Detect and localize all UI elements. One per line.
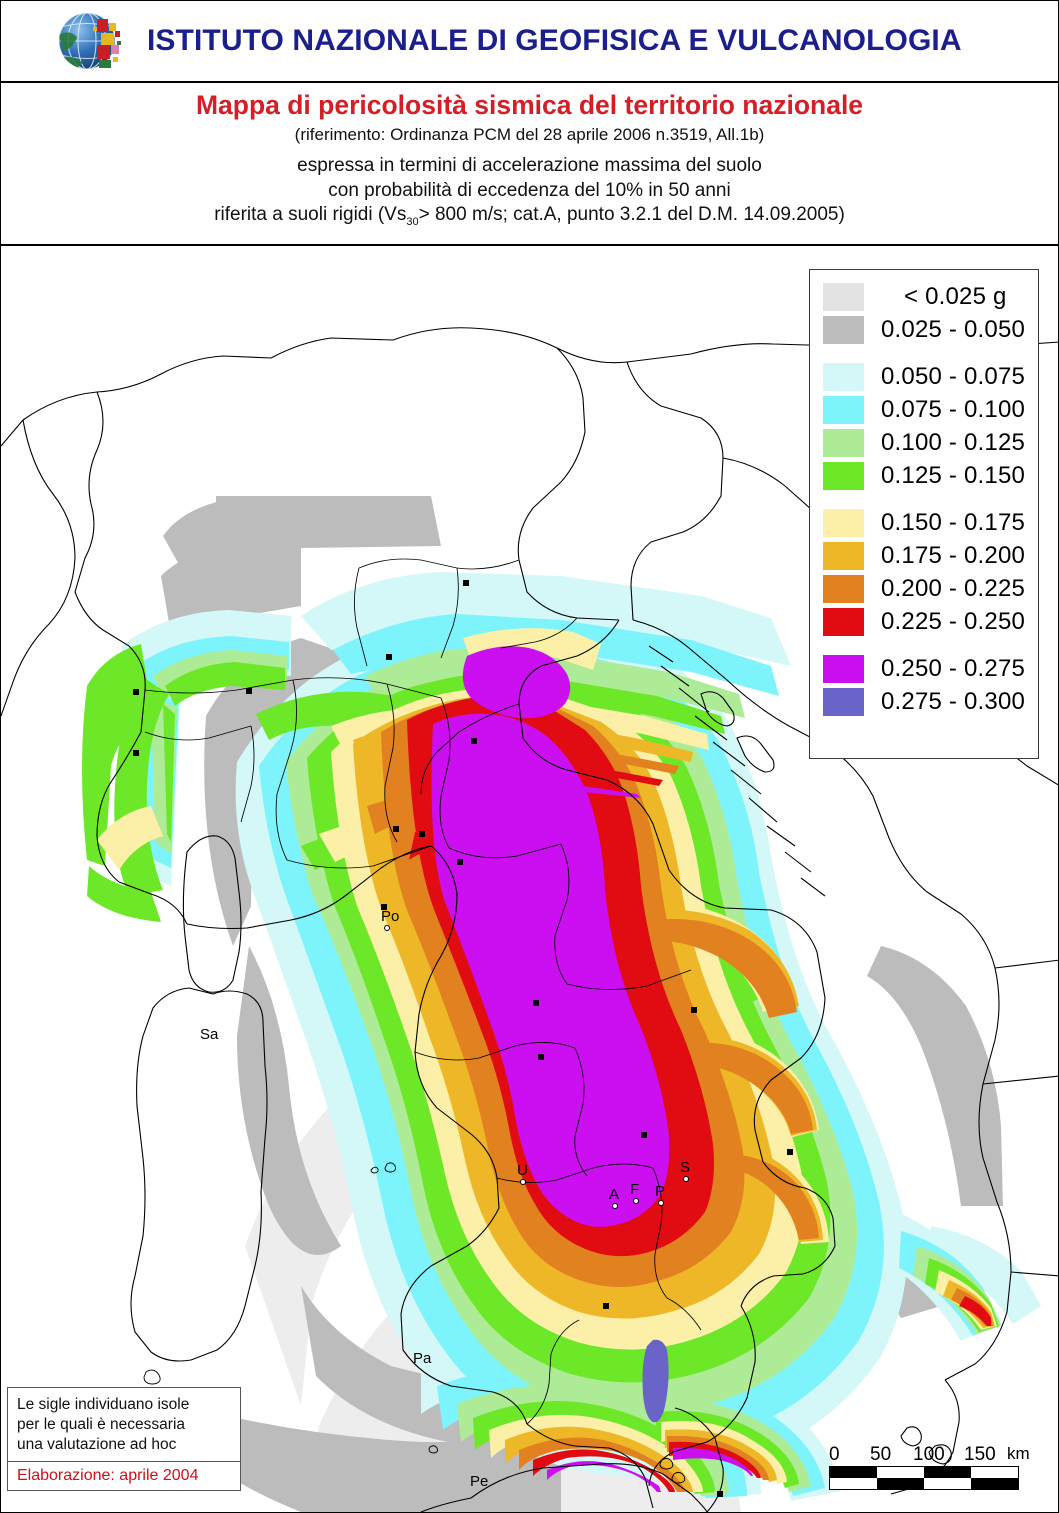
island-label-a: A: [609, 1186, 620, 1203]
logo-color-blocks: [93, 19, 121, 68]
page-header: ISTITUTO NAZIONALE DI GEOFISICA E VULCAN…: [1, 1, 1058, 83]
legend-item[interactable]: 0.025 - 0.050: [810, 313, 1038, 346]
scale-tick-0: 0: [829, 1444, 840, 1465]
legend-item[interactable]: 0.175 - 0.200: [810, 539, 1038, 572]
scale-seg: [971, 1467, 1018, 1478]
legend-item-label: 0.075 - 0.100: [881, 395, 1026, 423]
note-line-2: per le quali è necessaria: [17, 1415, 186, 1433]
legend-color-swatch: [823, 282, 864, 311]
legend-item-label: 0.025 - 0.050: [881, 315, 1026, 343]
scale-seg: [924, 1478, 971, 1489]
hazard-legend: < 0.025 g 0.025 - 0.050 0.050 - 0.075 0.075…: [809, 269, 1039, 759]
island-label-sa: Sa: [200, 1026, 219, 1043]
legend-color-swatch: [823, 428, 864, 457]
legend-item[interactable]: 0.050 - 0.075: [810, 360, 1038, 393]
note-line-3: una valutazione ad hoc: [17, 1435, 177, 1453]
scale-unit-label: km: [1007, 1444, 1030, 1463]
note-box: Le sigle individuano isole per le quali …: [7, 1387, 241, 1492]
page-title: Mappa di pericolosità sismica del territ…: [195, 90, 864, 120]
country-outlines: [1, 327, 1058, 1512]
island-marker-po: [384, 925, 390, 931]
scale-seg: [971, 1478, 1018, 1489]
scale-bar-row-bottom: [829, 1478, 1019, 1490]
subtitle-line-1: espressa in termini di accelerazione mas…: [297, 155, 762, 177]
ingv-globe-logo: [53, 5, 125, 77]
legend-item[interactable]: 0.225 - 0.250: [810, 605, 1038, 638]
island-marker-f: [633, 1198, 639, 1204]
title-reference: (riferimento: Ordinanza PCM del 28 april…: [294, 125, 765, 145]
island-marker-s: [683, 1176, 689, 1182]
legend-item[interactable]: < 0.025 g: [810, 280, 1038, 313]
island-label-f: F: [630, 1181, 640, 1198]
hazard-contour-bands: [82, 496, 1041, 1512]
island-label-pe: Pe: [470, 1473, 489, 1490]
legend-group-gap: [810, 492, 1038, 506]
scale-bar: 0 50 100 150 km: [829, 1444, 1030, 1490]
city-markers: [133, 580, 793, 1497]
elaboration-date: Elaborazione: aprile 2004: [17, 1467, 199, 1485]
legend-group-gap: [810, 638, 1038, 652]
scale-seg: [830, 1478, 877, 1489]
legend-item[interactable]: 0.075 - 0.100: [810, 393, 1038, 426]
legend-group-gap: [810, 346, 1038, 360]
legend-color-swatch: [823, 574, 864, 603]
legend-color-swatch: [823, 362, 864, 391]
scale-seg: [924, 1467, 971, 1478]
legend-color-swatch: [823, 508, 864, 537]
organization-title: ISTITUTO NAZIONALE DI GEOFISICA E VULCAN…: [147, 24, 962, 57]
legend-item-label: 0.250 - 0.275: [881, 654, 1026, 682]
legend-item-label: 0.125 - 0.150: [881, 461, 1026, 489]
legend-item[interactable]: 0.125 - 0.150: [810, 459, 1038, 492]
island-label-u: U: [517, 1162, 528, 1179]
scale-tick-150: 150: [964, 1444, 996, 1465]
island-label-po: Po: [381, 908, 400, 925]
legend-item-label: 0.150 - 0.175: [881, 508, 1026, 536]
scale-seg: [877, 1467, 924, 1478]
island-label-pa: Pa: [413, 1350, 432, 1367]
island-marker-p: [658, 1200, 664, 1206]
note-divider: Elaborazione: aprile 2004: [8, 1461, 240, 1490]
legend-item[interactable]: 0.250 - 0.275: [810, 652, 1038, 685]
legend-item-label: 0.275 - 0.300: [881, 687, 1026, 715]
scale-seg: [830, 1467, 877, 1478]
legend-color-swatch: [823, 541, 864, 570]
subtitle-line-3-a: riferita a suoli rigidi (Vs: [214, 203, 407, 225]
legend-item[interactable]: 0.100 - 0.125: [810, 426, 1038, 459]
legend-item[interactable]: 0.275 - 0.300: [810, 685, 1038, 718]
legend-item[interactable]: 0.150 - 0.175: [810, 506, 1038, 539]
note-text: Le sigle individuano isole per le quali …: [8, 1388, 240, 1461]
scale-seg: [877, 1478, 924, 1489]
legend-item-label: 0.225 - 0.250: [881, 607, 1026, 635]
title-block: Mappa di pericolosità sismica del territ…: [1, 83, 1058, 246]
scale-tick-100: 100: [913, 1444, 945, 1465]
scale-bar-row-top: [829, 1466, 1019, 1478]
island-label-s: S: [680, 1159, 691, 1176]
legend-item-label: 0.050 - 0.075: [881, 362, 1026, 390]
vs30-subscript: 30: [406, 215, 419, 228]
legend-color-swatch: [823, 607, 864, 636]
legend-color-swatch: [823, 315, 864, 344]
legend-color-swatch: [823, 654, 864, 683]
scale-tick-labels: 0 50 100 150 km: [829, 1444, 1030, 1466]
legend-item-label: < 0.025 g: [904, 282, 1007, 310]
note-line-1: Le sigle individuano isole: [17, 1396, 190, 1413]
legend-item-label: 0.100 - 0.125: [881, 428, 1026, 456]
legend-item[interactable]: 0.200 - 0.225: [810, 572, 1038, 605]
island-marker-u: [520, 1179, 526, 1185]
legend-item-label: 0.200 - 0.225: [881, 574, 1026, 602]
map-svg: [1, 246, 1058, 1512]
subtitle-line-3: riferita a suoli rigidi (Vs30> 800 m/s; …: [1, 203, 1058, 229]
subtitle-line-3-b: > 800 m/s; cat.A, punto 3.2.1 del D.M. 1…: [418, 203, 845, 225]
logo-svg: [59, 13, 121, 69]
legend-color-swatch: [823, 687, 864, 716]
island-marker-a: [612, 1203, 618, 1209]
hazard-map-canvas[interactable]: Sa Po U A F P S Pa Pe: [1, 246, 1058, 1512]
legend-item-label: 0.175 - 0.200: [881, 541, 1026, 569]
island-label-p: P: [655, 1183, 666, 1200]
legend-color-swatch: [823, 461, 864, 490]
legend-color-swatch: [823, 395, 864, 424]
scale-tick-50: 50: [870, 1444, 892, 1465]
subtitle-line-2: con probabilità di eccedenza del 10% in …: [328, 179, 731, 201]
